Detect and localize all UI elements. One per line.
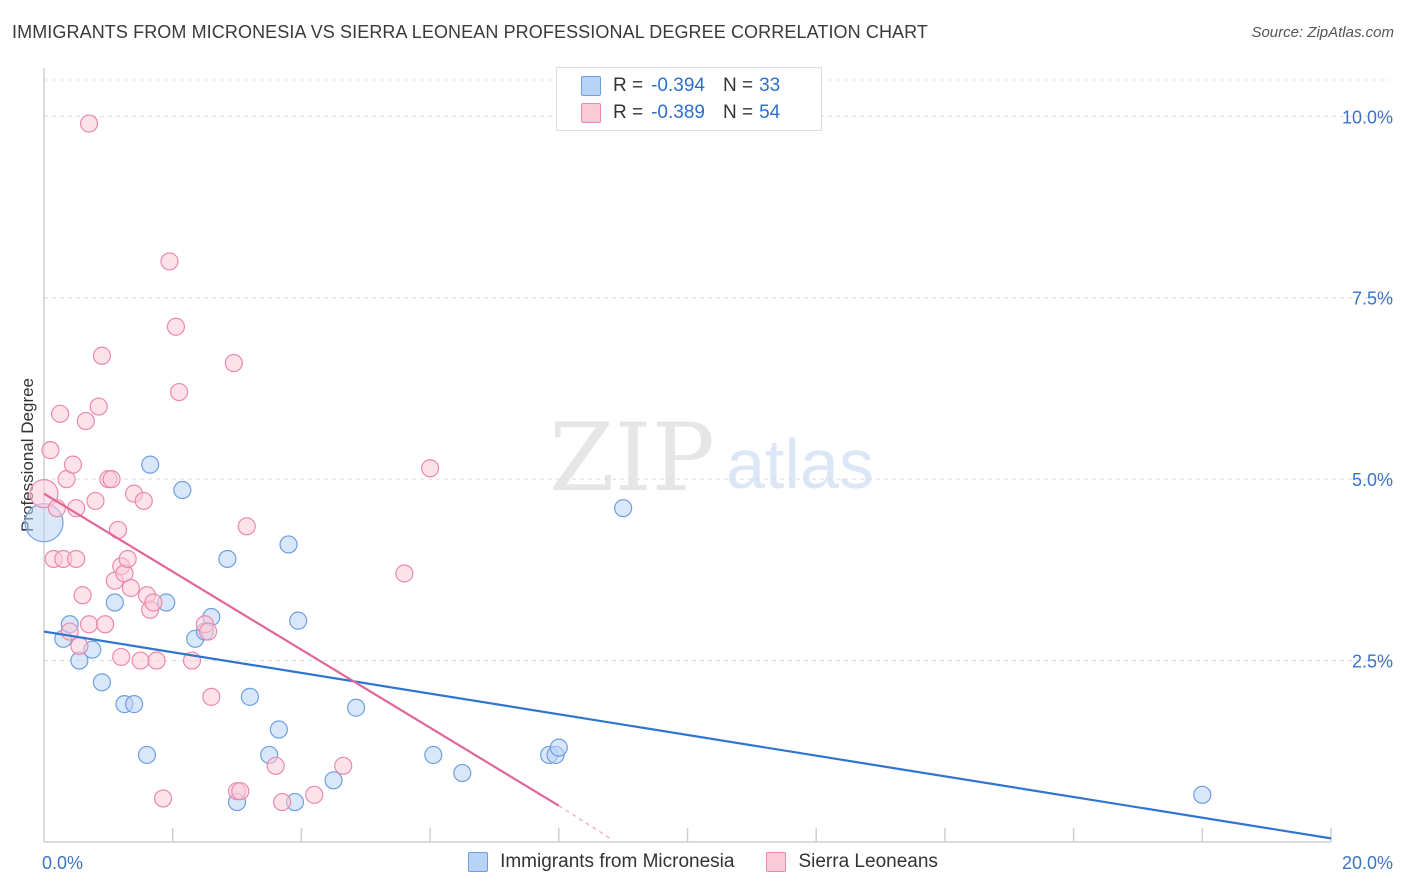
point-sierra-leonean [266, 756, 285, 775]
point-micronesia [92, 673, 112, 692]
point-micronesia [173, 480, 192, 500]
point-micronesia [141, 455, 160, 474]
legend-r-value: -0.394 [651, 75, 705, 96]
point-sierra-leonean [153, 789, 173, 808]
point-micronesia [324, 771, 343, 790]
legend-r-label: R = [613, 75, 644, 96]
point-sierra-leonean [231, 782, 250, 801]
point-micronesia [424, 745, 443, 765]
point-sierra-leonean [334, 756, 353, 775]
point-micronesia [240, 687, 260, 706]
point-sierra-leonean [112, 647, 131, 667]
point-micronesia [346, 698, 366, 717]
watermark: ZIP atlas [549, 404, 874, 513]
point-sierra-leonean [70, 636, 89, 656]
point-micronesia [289, 611, 308, 630]
point-sierra-leonean [67, 549, 86, 569]
y-tick-label: 2.5% [1352, 652, 1393, 672]
legend-n-label: N = [722, 102, 754, 123]
point-sierra-leonean [160, 252, 179, 271]
source-label: Source: ZipAtlas.com [1251, 24, 1394, 41]
point-sierra-leonean [121, 578, 140, 598]
legend-row-sierra-leoneans: R = -0.389 N = 54 [581, 100, 780, 126]
x-tick-label: 20.0% [1342, 853, 1393, 873]
watermark-zip: ZIP [549, 404, 715, 513]
legend-item-micronesia[interactable]: Immigrants from Micronesia [468, 851, 734, 873]
point-sierra-leonean [86, 491, 105, 511]
point-micronesia [453, 763, 472, 783]
point-micronesia [614, 499, 633, 518]
point-sierra-leonean [147, 651, 166, 670]
legend-r-value: -0.389 [651, 102, 705, 123]
point-sierra-leonean [63, 455, 83, 474]
series-legend: Immigrants from Micronesia Sierra Leonea… [0, 851, 1406, 873]
legend-row-micronesia: R = -0.394 N = 33 [581, 73, 780, 99]
legend-item-sierra-leoneans[interactable]: Sierra Leoneans [766, 851, 938, 873]
point-sierra-leonean [102, 470, 121, 489]
trendline-sierra-leonean-extension [558, 805, 611, 839]
point-sierra-leonean [131, 651, 150, 670]
legend-swatch-sierra-leoneans [581, 103, 601, 123]
point-sierra-leonean [92, 346, 112, 365]
legend-n-label: N = [722, 75, 754, 96]
point-sierra-leonean [89, 397, 108, 416]
x-tick-label: 0.0% [42, 853, 83, 873]
legend-r-label: R = [613, 102, 644, 123]
legend-swatch-micronesia [468, 852, 489, 872]
point-micronesia [279, 535, 298, 554]
point-sierra-leonean [198, 622, 218, 641]
trendline-micronesia [43, 630, 1332, 840]
legend-swatch-sierra-leoneans [766, 852, 787, 872]
point-sierra-leonean [305, 785, 324, 804]
legend-n-value: 33 [759, 75, 781, 96]
point-micronesia [549, 738, 568, 757]
point-micronesia [1193, 785, 1212, 804]
point-sierra-leonean [50, 404, 70, 423]
point-sierra-leonean [237, 517, 256, 536]
point-sierra-leonean [421, 459, 440, 478]
y-tick-label: 5.0% [1352, 470, 1393, 490]
legend-n-value: 54 [759, 102, 781, 123]
y-tick-label: 10.0% [1342, 107, 1393, 127]
point-sierra-leonean [202, 687, 221, 706]
point-sierra-leonean [134, 491, 153, 511]
point-sierra-leonean [166, 317, 186, 336]
point-sierra-leonean [395, 564, 414, 583]
tick-labels: 2.5% 5.0% 7.5% 10.0% 0.0% 20.0% [42, 107, 1393, 873]
trend-lines [43, 492, 1332, 840]
point-sierra-leonean [41, 441, 60, 460]
point-sierra-leonean [79, 114, 99, 133]
watermark-atlas: atlas [726, 425, 874, 503]
point-micronesia [218, 549, 237, 569]
legend-swatch-micronesia [581, 76, 601, 96]
legend-label-micronesia: Immigrants from Micronesia [500, 851, 735, 872]
point-micronesia [105, 593, 124, 612]
chart-title: IMMIGRANTS FROM MICRONESIA VS SIERRA LEO… [12, 22, 929, 42]
point-sierra-leonean [170, 382, 189, 402]
point-sierra-leonean [73, 586, 92, 605]
point-sierra-leonean [144, 593, 163, 612]
correlation-legend: R = -0.394 N = 33 R = -0.389 N = 54 [556, 67, 822, 131]
point-sierra-leonean [118, 549, 137, 569]
trendline-sierra-leonean [43, 492, 560, 807]
point-micronesia [124, 695, 144, 714]
grid-lines [44, 79, 1391, 662]
point-sierra-leonean [79, 615, 99, 634]
point-sierra-leonean [272, 792, 292, 812]
point-sierra-leonean [224, 353, 243, 373]
y-tick-label: 7.5% [1352, 289, 1393, 309]
point-micronesia [137, 745, 157, 765]
point-sierra-leonean [76, 411, 95, 431]
point-sierra-leonean [96, 615, 115, 634]
legend-label-sierra-leoneans: Sierra Leoneans [798, 851, 938, 872]
point-micronesia [269, 720, 288, 739]
